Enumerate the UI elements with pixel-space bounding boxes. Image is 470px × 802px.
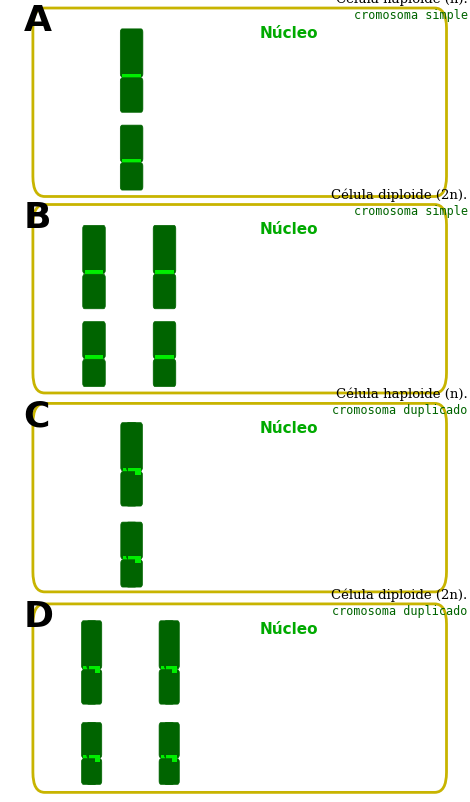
Bar (95, 755, 100, 762)
FancyBboxPatch shape (153, 225, 176, 273)
FancyBboxPatch shape (120, 29, 143, 77)
FancyBboxPatch shape (86, 621, 102, 669)
FancyBboxPatch shape (121, 472, 137, 506)
Bar (172, 755, 178, 762)
FancyBboxPatch shape (33, 403, 446, 592)
FancyBboxPatch shape (86, 759, 102, 784)
Text: Núcleo: Núcleo (260, 421, 319, 436)
FancyBboxPatch shape (164, 759, 179, 784)
FancyBboxPatch shape (126, 522, 142, 559)
Text: D: D (24, 600, 54, 634)
FancyBboxPatch shape (86, 670, 102, 704)
Bar (84, 755, 95, 762)
Text: Núcleo: Núcleo (260, 622, 319, 637)
FancyBboxPatch shape (86, 723, 102, 758)
FancyBboxPatch shape (164, 621, 179, 669)
Bar (166, 755, 177, 762)
FancyBboxPatch shape (121, 423, 137, 471)
FancyBboxPatch shape (82, 723, 97, 758)
FancyBboxPatch shape (159, 759, 174, 784)
Bar (166, 666, 177, 673)
Bar (155, 270, 174, 277)
FancyBboxPatch shape (164, 723, 179, 758)
Bar (85, 270, 103, 277)
Text: Núcleo: Núcleo (260, 222, 319, 237)
FancyBboxPatch shape (121, 560, 137, 587)
Text: B: B (24, 200, 51, 234)
FancyBboxPatch shape (33, 8, 446, 196)
Bar (135, 556, 141, 563)
Text: A: A (24, 4, 52, 38)
Bar (123, 556, 135, 563)
FancyBboxPatch shape (126, 472, 142, 506)
FancyBboxPatch shape (120, 163, 143, 190)
Bar (95, 666, 100, 673)
Bar (161, 755, 172, 762)
FancyBboxPatch shape (121, 522, 137, 559)
Bar (85, 355, 103, 363)
Bar (135, 468, 141, 475)
FancyBboxPatch shape (159, 723, 174, 758)
Text: cromosoma duplicado: cromosoma duplicado (332, 404, 468, 417)
Bar (155, 355, 174, 363)
FancyBboxPatch shape (120, 78, 143, 112)
Bar (84, 666, 95, 673)
Bar (122, 159, 141, 166)
Bar (88, 755, 100, 762)
FancyBboxPatch shape (83, 359, 105, 387)
Text: cromosoma simple: cromosoma simple (353, 9, 468, 22)
Text: C: C (24, 399, 50, 433)
FancyBboxPatch shape (83, 225, 105, 273)
Bar (172, 666, 178, 673)
FancyBboxPatch shape (126, 423, 142, 471)
FancyBboxPatch shape (82, 670, 97, 704)
FancyBboxPatch shape (82, 759, 97, 784)
Text: Célula haploide (n).: Célula haploide (n). (336, 0, 468, 6)
Text: cromosoma duplicado: cromosoma duplicado (332, 605, 468, 618)
FancyBboxPatch shape (153, 322, 176, 358)
FancyBboxPatch shape (83, 322, 105, 358)
Bar (88, 666, 100, 673)
FancyBboxPatch shape (120, 125, 143, 162)
Text: Núcleo: Núcleo (260, 26, 319, 41)
Text: Célula diploide (2n).: Célula diploide (2n). (331, 188, 468, 202)
Bar (128, 468, 141, 475)
FancyBboxPatch shape (153, 359, 176, 387)
Text: cromosoma simple: cromosoma simple (353, 205, 468, 218)
FancyBboxPatch shape (83, 274, 105, 309)
Bar (122, 74, 141, 81)
FancyBboxPatch shape (33, 604, 446, 792)
Bar (123, 468, 135, 475)
FancyBboxPatch shape (153, 274, 176, 309)
FancyBboxPatch shape (82, 621, 97, 669)
FancyBboxPatch shape (126, 560, 142, 587)
Bar (161, 666, 172, 673)
FancyBboxPatch shape (33, 205, 446, 393)
Bar (128, 556, 141, 563)
FancyBboxPatch shape (159, 621, 174, 669)
Text: Célula diploide (2n).: Célula diploide (2n). (331, 588, 468, 602)
FancyBboxPatch shape (164, 670, 179, 704)
FancyBboxPatch shape (159, 670, 174, 704)
Text: Célula haploide (n).: Célula haploide (n). (336, 387, 468, 401)
